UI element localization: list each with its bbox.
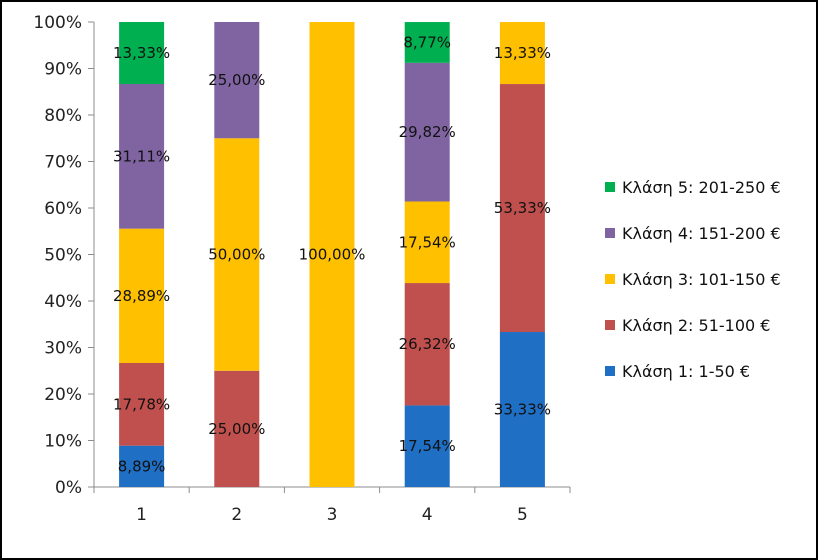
data-label: 8,77% [403, 33, 451, 51]
data-label: 17,54% [399, 437, 456, 455]
data-label: 17,78% [113, 395, 170, 413]
data-label: 13,33% [113, 44, 170, 62]
legend-swatch [605, 366, 615, 376]
data-label: 17,54% [399, 233, 456, 251]
y-tick-label: 0% [55, 478, 82, 498]
bar-segment [499, 22, 545, 85]
data-label: 29,82% [399, 123, 456, 141]
legend-swatch [605, 182, 615, 192]
y-tick-label: 30% [44, 339, 82, 359]
legend-swatch [605, 228, 615, 238]
data-label: 53,33% [494, 199, 551, 217]
legend-swatch [605, 274, 615, 284]
data-label: 25,00% [208, 420, 265, 438]
bar-segment [119, 83, 165, 229]
legend-label: Κλάση 4: 151-200 € [622, 224, 781, 243]
bar-segment [214, 370, 260, 487]
data-label: 26,32% [399, 335, 456, 353]
bar-segment [404, 62, 450, 202]
data-label: 28,89% [113, 287, 170, 305]
y-tick-label: 40% [44, 292, 82, 312]
bar-segment [214, 138, 260, 371]
bar-segment [309, 22, 355, 487]
legend-swatch [605, 320, 615, 330]
bar-segment [404, 22, 450, 63]
bar-segment [214, 22, 260, 139]
bar-segment [404, 201, 450, 284]
y-tick-label: 80% [44, 106, 82, 126]
legend-label: Κλάση 2: 51-100 € [622, 316, 770, 335]
data-label: 50,00% [208, 246, 265, 264]
data-label: 25,00% [208, 71, 265, 89]
legend-label: Κλάση 3: 101-150 € [622, 270, 781, 289]
bar-segment [404, 283, 450, 406]
y-tick-label: 90% [44, 60, 82, 80]
y-tick-label: 70% [44, 153, 82, 173]
x-tick-label: 1 [136, 505, 147, 525]
x-tick-label: 3 [327, 505, 338, 525]
bar-segment [499, 84, 545, 333]
legend-label: Κλάση 1: 1-50 € [622, 362, 750, 381]
data-label: 8,89% [118, 457, 166, 475]
y-tick-label: 60% [44, 199, 82, 219]
y-tick-label: 50% [44, 246, 82, 266]
data-label: 33,33% [494, 401, 551, 419]
bar-segment [499, 332, 545, 487]
x-tick-label: 4 [422, 505, 433, 525]
y-tick-label: 20% [44, 385, 82, 405]
bar-segment [119, 22, 165, 84]
data-label: 31,11% [113, 147, 170, 165]
y-tick-label: 10% [44, 432, 82, 452]
y-tick-label: 100% [33, 13, 82, 33]
legend-label: Κλάση 5: 201-250 € [622, 178, 781, 197]
x-tick-label: 5 [517, 505, 528, 525]
bar-segment [119, 228, 165, 363]
data-label: 100,00% [299, 246, 366, 264]
data-label: 13,33% [494, 44, 551, 62]
x-tick-label: 2 [231, 505, 242, 525]
bar-segment [404, 405, 450, 487]
bar-segment [119, 445, 165, 487]
bar-segment [119, 362, 165, 446]
